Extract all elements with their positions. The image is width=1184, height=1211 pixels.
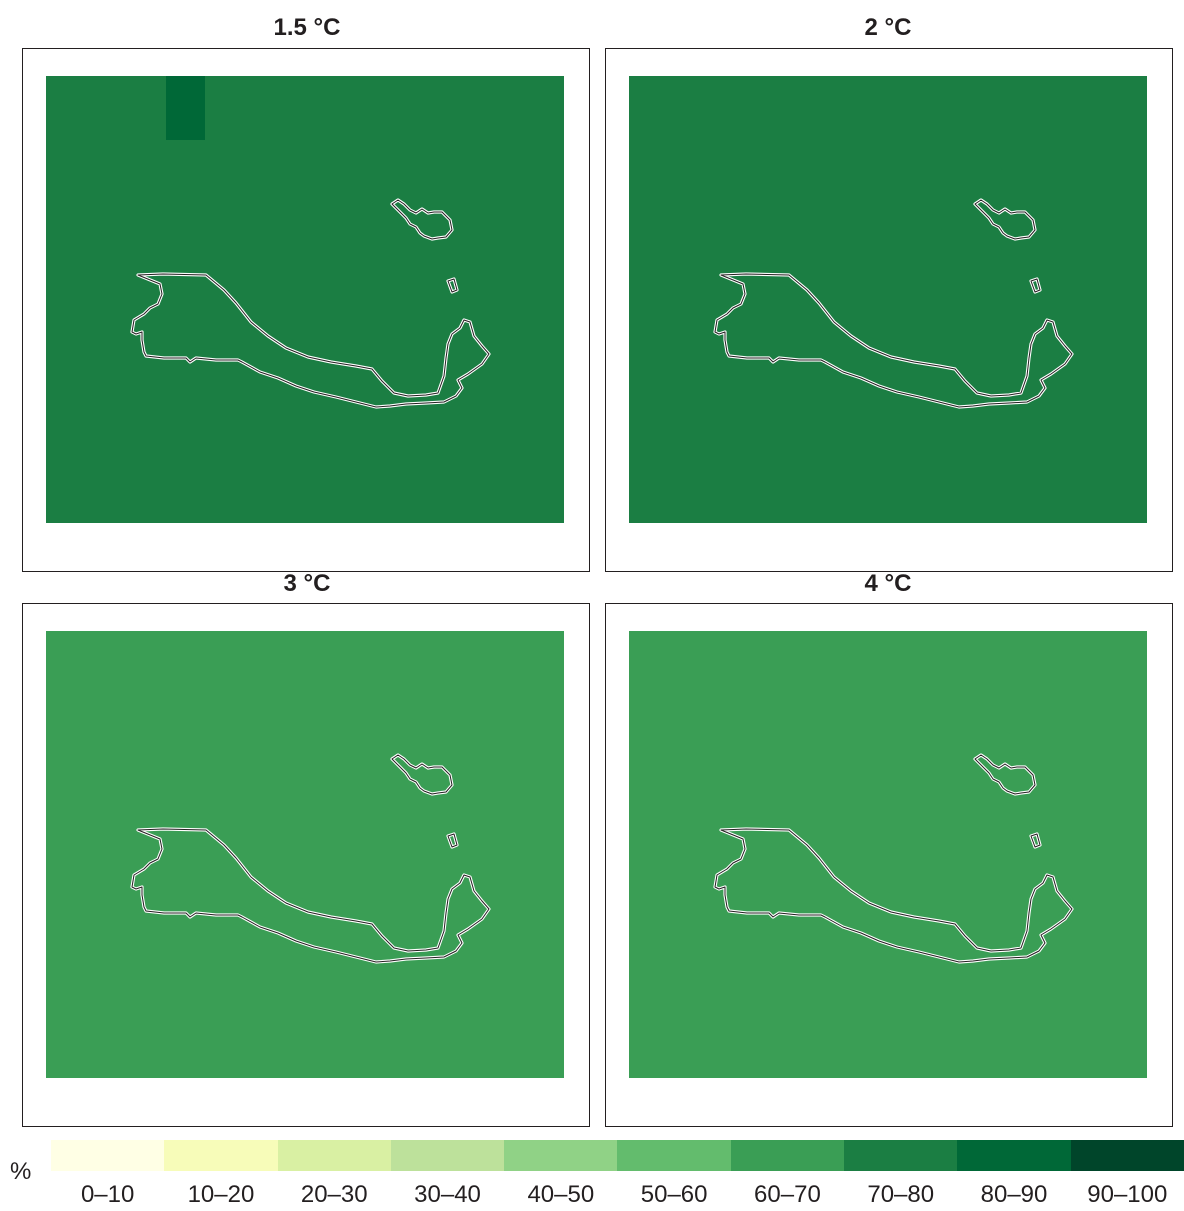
grid-cell: [166, 76, 205, 140]
map-panel: [605, 603, 1173, 1127]
legend-label: 40–50: [527, 1181, 595, 1208]
legend-label: 50–60: [640, 1181, 708, 1208]
legend-color-bar: [51, 1140, 1184, 1171]
panel-title: 3 °C: [283, 570, 331, 597]
map-panel: [22, 48, 590, 572]
region-outline: [713, 198, 1074, 409]
map-background: [46, 631, 564, 1078]
legend-label: 30–40: [414, 1181, 481, 1208]
panel-title: 4 °C: [864, 570, 912, 597]
map: [629, 76, 1147, 523]
legend-label: 90–100: [1087, 1181, 1168, 1208]
legend-swatch: [51, 1140, 165, 1171]
map: [46, 631, 564, 1078]
map: [46, 76, 564, 523]
legend-labels: 0–10 10–20 20–30 30–40 40–50 50–60 60–70…: [51, 1181, 1184, 1209]
legend-label: 80–90: [980, 1181, 1048, 1208]
legend-swatch: [730, 1140, 845, 1171]
map-panel: [605, 48, 1173, 572]
legend-swatch: [277, 1140, 391, 1171]
legend-label: 0–10: [80, 1181, 135, 1208]
map-background: [629, 76, 1147, 523]
legend-swatch: [957, 1140, 1071, 1171]
legend-label: 70–80: [867, 1181, 935, 1208]
legend-swatch: [617, 1140, 731, 1171]
panel-title: 1.5 °C: [273, 14, 341, 41]
legend-swatch: [164, 1140, 278, 1171]
map-background: [46, 76, 564, 523]
map-panel: [22, 603, 590, 1127]
legend-swatch: [390, 1140, 505, 1171]
legend-label: 10–20: [187, 1181, 255, 1208]
legend-unit: %: [10, 1158, 32, 1185]
legend: % 0–10 10–20 20–30 30–40 40–50 50–60 60–…: [0, 1140, 1184, 1211]
legend-swatch: [1070, 1140, 1184, 1171]
region-outline: [130, 198, 491, 409]
legend-swatch: [844, 1140, 958, 1171]
legend-label: 60–70: [754, 1181, 821, 1208]
map-background: [629, 631, 1147, 1078]
region-outline: [130, 753, 491, 964]
region-outline: [713, 753, 1074, 964]
map: [629, 631, 1147, 1078]
legend-label: 20–30: [300, 1181, 368, 1208]
panel-title: 2 °C: [864, 14, 912, 41]
legend-swatch: [504, 1140, 618, 1171]
